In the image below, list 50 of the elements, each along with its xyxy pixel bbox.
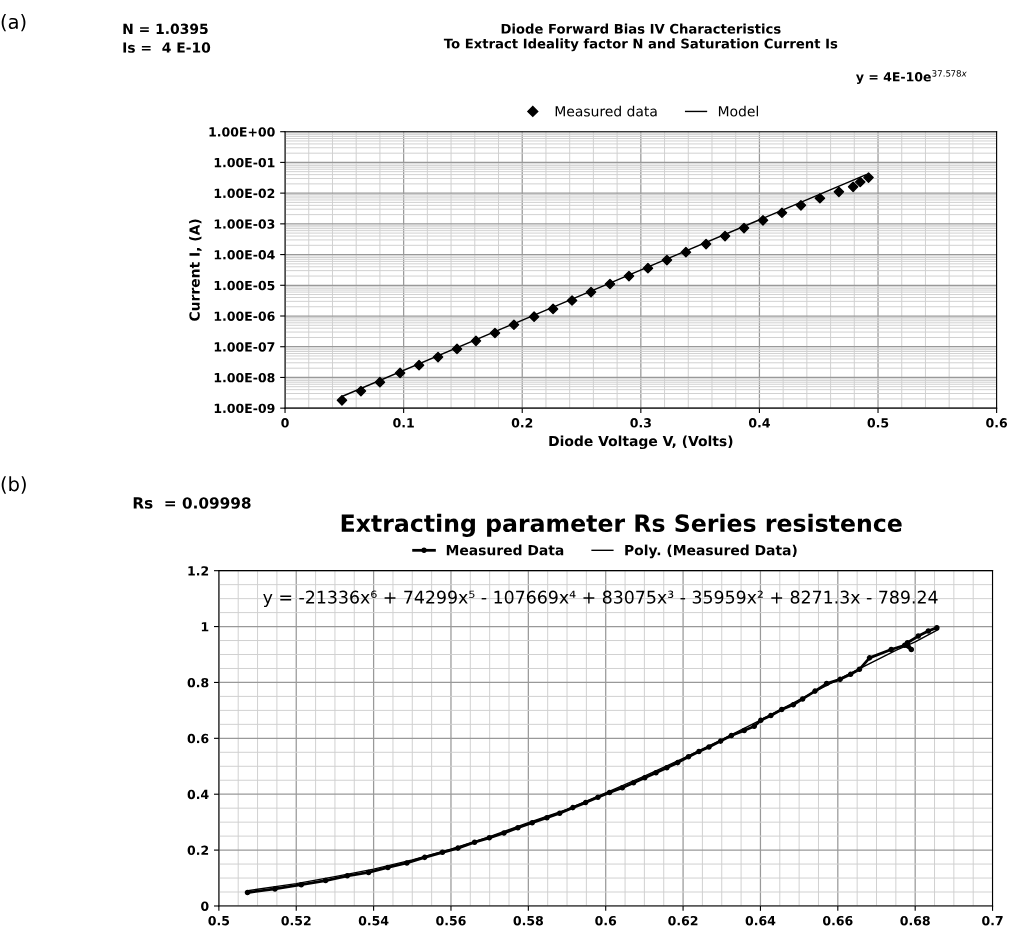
x-tick-label: 0.5	[867, 418, 889, 428]
x-tick-label: 0.1	[393, 418, 414, 428]
text: (b)	[1, 476, 26, 494]
y-tick-label: 1.00E-09	[214, 403, 275, 414]
text: N = 1.0395	[123, 23, 208, 35]
x-tick-label: 0.7	[982, 915, 1003, 926]
x-tick-label: 0.2	[511, 418, 533, 428]
legend-label: Measured Data	[446, 544, 564, 556]
x-tick-label: 0.66	[822, 915, 853, 926]
y-tick-label: 0.2	[187, 845, 209, 856]
y-tick-label: 1.00E+00	[209, 127, 275, 137]
text: (a)	[1, 14, 26, 32]
y-tick-label: 1.00E-04	[214, 250, 275, 260]
x-tick-label: 0.5	[208, 915, 230, 926]
y-tick-label: 0.8	[187, 677, 209, 688]
x-tick-label: 0.6	[595, 915, 617, 926]
y-tick-label: 0.6	[187, 733, 209, 744]
chart-title: Extracting parameter Rs Series resistence	[341, 513, 902, 537]
x-tick-label: 0.56	[436, 915, 466, 926]
x-tick-label: 0.58	[513, 915, 543, 926]
x-axis-title: Diode Voltage V, (Volts)	[549, 435, 733, 450]
x-tick-label: 0	[281, 418, 289, 428]
y-tick-label: 1.00E-03	[214, 219, 275, 229]
x-tick-label: 0.3	[630, 418, 651, 428]
y-tick-label: 1.2	[188, 566, 209, 576]
text: y = 4E-10e$^{37.578x}$	[856, 70, 967, 85]
y-tick-label: 0	[201, 901, 209, 911]
y-tick-label: 1.00E-02	[214, 188, 275, 199]
legend-label: Poly. (Measured Data)	[625, 544, 797, 559]
x-tick-label: 0.52	[281, 915, 311, 926]
y-tick-label: 1.00E-07	[214, 342, 275, 352]
annotation: y = -21336x⁶ + 74299x⁵ - 107669x⁴ + 83075x³ - 35959x² + 8271.3x - 789.24	[263, 590, 938, 608]
text: Rs = 0.09998	[133, 497, 251, 509]
y-tick-label: 1.00E-01	[214, 157, 275, 168]
x-tick-label: 0.62	[668, 915, 698, 926]
y-axis-title: Current I, (A)	[189, 219, 202, 321]
x-tick-label: 0.68	[900, 915, 930, 926]
y-tick-label: 1.00E-08	[214, 372, 275, 383]
y-tick-label: 1.00E-05	[214, 280, 275, 291]
chart-title: Diode Forward Bias IV Characteristics To Extract Ideality factor N and Saturation Current Is	[443, 23, 838, 52]
x-tick-label: 0.4	[748, 418, 770, 428]
text: Is = 4 E-10	[123, 42, 211, 53]
y-tick-label: 1.00E-06	[214, 311, 275, 321]
y-tick-label: 1	[201, 622, 209, 632]
x-tick-label: 0.64	[745, 915, 776, 926]
legend-label: Measured data	[555, 105, 657, 117]
y-tick-label: 0.4	[187, 789, 209, 800]
legend-label: Model	[718, 105, 758, 117]
x-tick-label: 0.6	[986, 418, 1008, 428]
x-tick-label: 0.54	[358, 915, 389, 926]
